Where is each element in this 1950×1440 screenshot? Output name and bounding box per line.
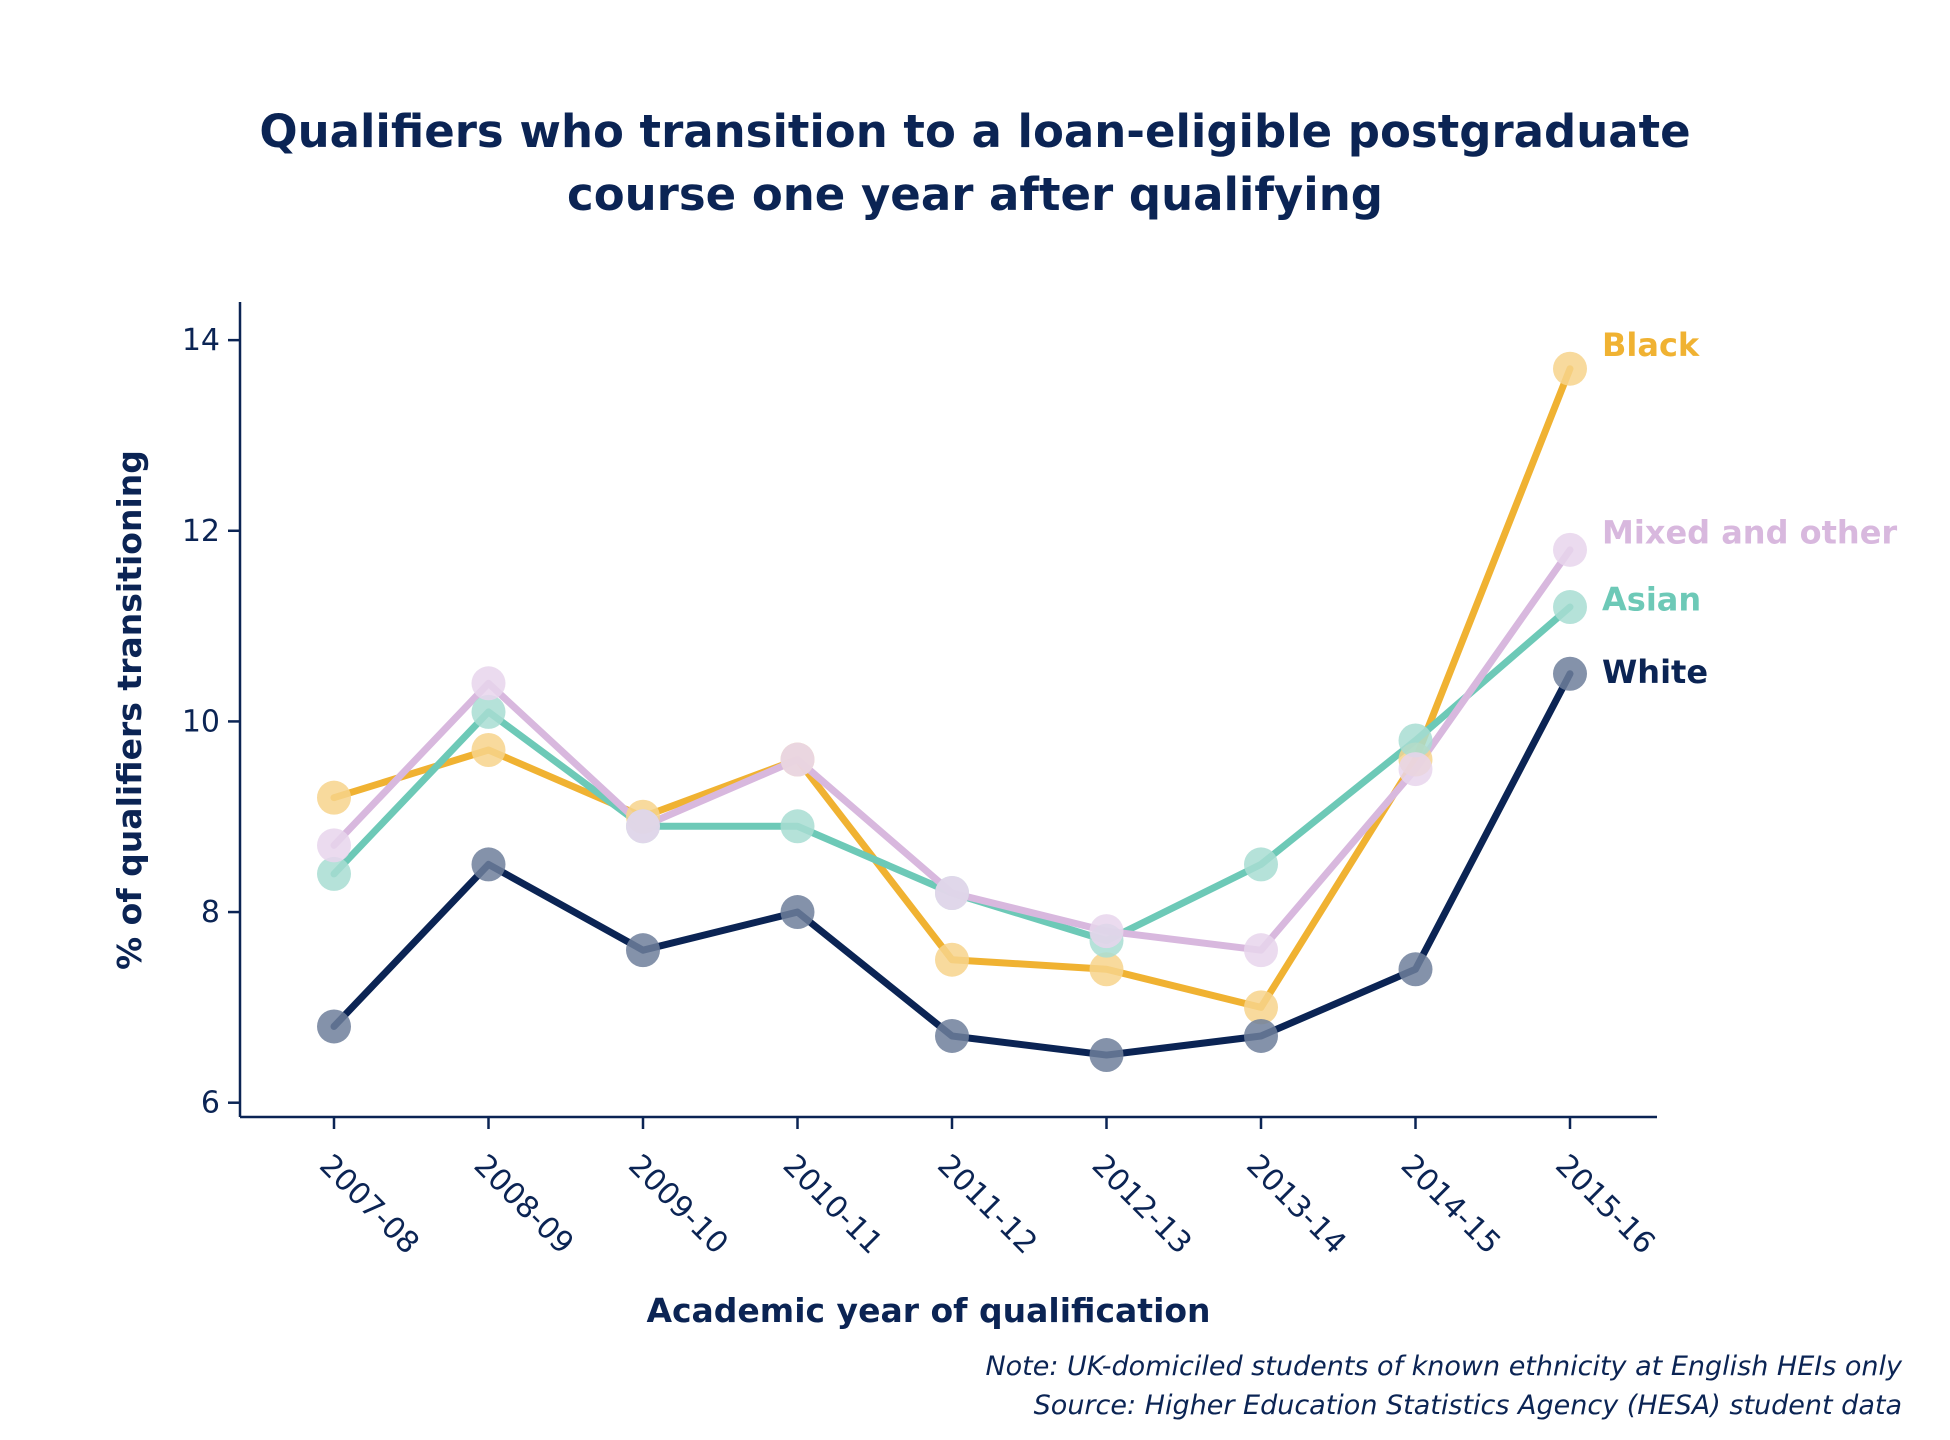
chart-axes: 6 8 10 12 14 2007-08 2008-09 2009-10 2010-11 2011… xyxy=(110,302,1662,1330)
x-tick-label-2008-09: 2008-09 xyxy=(467,1148,580,1261)
marker-asian-2014-15 xyxy=(1398,723,1433,758)
marker-white-2008-09 xyxy=(471,847,506,882)
chart-title-line-2: course one year after qualifying xyxy=(567,168,1383,221)
x-tick-label-2007-08: 2007-08 xyxy=(312,1148,425,1261)
marker-mixed-and-other-2013-14 xyxy=(1244,933,1278,968)
x-tick-label-2012-13: 2012-13 xyxy=(1085,1148,1198,1261)
marker-white-2015-16 xyxy=(1553,656,1587,691)
marker-white-2010-11 xyxy=(780,895,815,930)
marker-mixed-and-other-2009-10 xyxy=(626,809,660,844)
x-tick-label-2013-14: 2013-14 xyxy=(1239,1148,1352,1261)
marker-asian-2015-16 xyxy=(1553,590,1587,625)
marker-mixed-and-other-2008-09 xyxy=(471,666,506,701)
marker-asian-2013-14 xyxy=(1244,847,1278,882)
x-axis-title: Academic year of qualification xyxy=(646,1291,1210,1330)
note-text: Note: UK-domiciled students of known eth… xyxy=(985,1351,1902,1382)
series-label-black: Black xyxy=(1602,326,1700,364)
series-line-black xyxy=(330,365,1574,1011)
marker-white-2012-13 xyxy=(1089,1038,1124,1073)
marker-black-2012-13 xyxy=(1089,952,1124,987)
marker-black-2015-16 xyxy=(1553,351,1587,386)
x-tick-label-2015-16: 2015-16 xyxy=(1548,1148,1661,1261)
marker-black-2007-08 xyxy=(317,780,351,815)
marker-mixed-and-other-2007-08 xyxy=(317,828,351,863)
y-tick-label-8: 8 xyxy=(201,895,220,930)
series-label-asian: Asian xyxy=(1602,580,1701,618)
marker-mixed-and-other-2015-16 xyxy=(1553,532,1587,567)
marker-white-2009-10 xyxy=(626,933,660,968)
chart-title-line-1: Qualifiers who transition to a loan-elig… xyxy=(259,105,1691,158)
marker-asian-2007-08 xyxy=(317,856,351,891)
chart-title: Qualifiers who transition to a loan-elig… xyxy=(0,100,1950,226)
x-tick-label-2011-12: 2011-12 xyxy=(930,1148,1043,1261)
marker-black-2011-12 xyxy=(935,942,969,977)
marker-black-2008-09 xyxy=(471,733,506,768)
marker-mixed-and-other-2011-12 xyxy=(935,875,969,910)
marker-asian-2010-11 xyxy=(780,809,815,844)
x-tick-label-2014-15: 2014-15 xyxy=(1394,1148,1507,1261)
marker-mixed-and-other-2010-11 xyxy=(780,742,815,777)
marker-white-2011-12 xyxy=(935,1018,969,1053)
series-label-mixed-and-other: Mixed and other xyxy=(1602,514,1897,552)
y-tick-label-10: 10 xyxy=(182,704,220,739)
x-tick-label-2010-11: 2010-11 xyxy=(776,1148,889,1261)
chart-markers xyxy=(317,351,1587,1073)
y-tick-label-6: 6 xyxy=(201,1086,220,1121)
marker-mixed-and-other-2012-13 xyxy=(1089,914,1124,949)
series-labels: Black Asian Mixed and other White xyxy=(1602,326,1897,691)
chart-notes: Note: UK-domiciled students of known eth… xyxy=(985,1347,1902,1425)
marker-asian-2008-09 xyxy=(471,694,506,729)
y-tick-label-12: 12 xyxy=(182,514,220,549)
x-tick-label-2009-10: 2009-10 xyxy=(621,1148,734,1261)
marker-white-2007-08 xyxy=(317,1009,351,1044)
series-label-white: White xyxy=(1602,653,1708,691)
marker-mixed-and-other-2014-15 xyxy=(1398,752,1433,787)
y-axis-title: % of qualifiers transitioning xyxy=(110,450,149,970)
y-tick-label-14: 14 xyxy=(182,323,220,358)
source-text: Source: Higher Education Statistics Agen… xyxy=(1033,1390,1902,1422)
marker-white-2014-15 xyxy=(1398,952,1433,987)
marker-black-2013-14 xyxy=(1244,990,1278,1025)
marker-white-2013-14 xyxy=(1244,1018,1278,1053)
